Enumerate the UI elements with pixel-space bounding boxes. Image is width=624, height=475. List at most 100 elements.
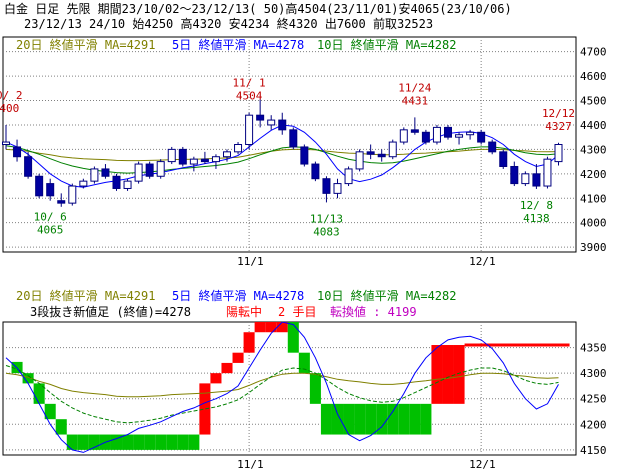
y-tick-label: 4700 (580, 46, 607, 59)
candle-body (68, 185, 77, 204)
threeline-brick (22, 373, 34, 384)
y-tick-label-b: 4300 (580, 367, 607, 380)
ma20-line-top (5, 148, 559, 162)
threeline-brick (122, 434, 134, 450)
legend-ma20: 20日 終値平滑 MA=4291 (16, 37, 155, 52)
y-tick-label: 4100 (580, 192, 607, 205)
high-value-label: 4327 (545, 120, 572, 133)
candle-body (123, 180, 132, 189)
low-value-label: 4065 (37, 224, 64, 237)
y-tick-label: 4400 (580, 119, 607, 132)
high-date-label: 11/24 (398, 81, 431, 94)
threeline-brick (365, 403, 377, 435)
x-tick-label-b: 11/1 (237, 458, 264, 471)
y-tick-label-b: 4150 (580, 444, 607, 457)
low-date-label: 10/ 6 (34, 211, 67, 224)
candle-body (432, 126, 441, 143)
high-value-label: 4504 (236, 90, 263, 103)
threeline-brick (177, 434, 189, 450)
threeline-brick (221, 362, 233, 374)
threeline-brick (431, 345, 443, 404)
candle-body (455, 134, 464, 138)
candle-body (267, 119, 276, 126)
threeline-brick (354, 403, 366, 435)
candle-body (466, 131, 475, 136)
threeline-brick (133, 434, 145, 450)
high-date-label: 10/ 2 (0, 89, 23, 102)
legend-ma20-b: 20日 終値平滑 MA=4291 (16, 288, 155, 303)
candle-body (366, 151, 375, 155)
candle-body (189, 158, 198, 165)
candle-body (234, 144, 243, 153)
candle-body (322, 178, 331, 194)
low-date-label: 12/ 8 (520, 199, 553, 212)
candle-body (112, 175, 121, 189)
threeline-brick (243, 332, 255, 353)
x-tick-label-b: 12/1 (469, 458, 496, 471)
candle-body (532, 173, 541, 187)
threeline-brick (343, 403, 355, 435)
candle-body (510, 165, 519, 185)
high-date-label: 11/ 1 (233, 77, 266, 90)
threeline-brick (232, 352, 244, 363)
candle-body (223, 151, 231, 158)
threeline-brick (55, 419, 67, 435)
threeline-brick (254, 322, 266, 333)
candle-body (245, 114, 254, 145)
y-tick-label: 3900 (580, 241, 607, 254)
legend-threeline: 3段抜き新値足 (終値)=4278 (30, 304, 191, 319)
candle-body (35, 175, 44, 197)
threeline-brick (409, 403, 421, 435)
candle-body (333, 183, 342, 194)
high-value-label: 4431 (402, 94, 429, 107)
candle-body (24, 156, 33, 177)
candle-body (410, 129, 419, 133)
candle-body (178, 148, 187, 165)
candle-body (311, 163, 320, 180)
legend-ma10: 10日 終値平滑 MA=4282 (317, 37, 456, 52)
candle-body (488, 141, 497, 153)
threeline-brick (210, 373, 222, 384)
candle-body (399, 129, 408, 143)
threeline-brick (453, 345, 465, 404)
candle-body (278, 119, 287, 131)
threeline-brick (66, 434, 78, 450)
threeline-brick (398, 403, 410, 435)
candle-body (90, 168, 99, 182)
header-line-1: 白金 日足 先限 期間23/10/02～23/12/13( 50)高4504(2… (4, 2, 512, 16)
candle-body (300, 146, 309, 165)
y-tick-label: 4000 (580, 217, 607, 230)
candle-body (167, 148, 176, 163)
threeline-brick (331, 403, 344, 435)
candle-body (211, 156, 220, 163)
threeline-brick (188, 434, 200, 450)
candlestick-panel: 3900 4000 4100 4200 4300 4400 4500 4600 4700 11/1… (0, 36, 607, 268)
threeline-brick (77, 434, 89, 450)
candle-body (289, 129, 298, 148)
candles (2, 99, 563, 207)
low-value-label: 4083 (313, 225, 340, 238)
legend-turn-price: 転換値 : 4199 (330, 304, 417, 319)
candle-body (256, 114, 265, 121)
threeline-brick (144, 434, 156, 450)
candle-body (344, 168, 353, 185)
candle-body (13, 146, 22, 158)
threeline-brick (298, 352, 310, 374)
high-date-label: 12/12 (542, 107, 575, 120)
threeline-brick (309, 373, 321, 404)
header-line-2: 23/12/13 24/10 始4250 高4320 安4234 終4320 出… (24, 17, 434, 31)
candle-body (444, 126, 452, 138)
x-tick-label: 12/1 (469, 255, 496, 268)
y-tick-label: 4300 (580, 143, 607, 156)
y-tick-label: 4600 (580, 70, 607, 83)
three-line-break-panel: 4150 4200 4250 4300 4350 11/1 12/1 (2, 321, 607, 471)
threeline-brick (155, 434, 167, 450)
threeline-brick (442, 345, 454, 404)
y-tick-label: 4200 (580, 168, 607, 181)
candle-body (477, 131, 486, 143)
threeline-plot (5, 322, 570, 453)
legend-ma5-b: 5日 終値平滑 MA=4278 (172, 288, 304, 303)
ma20-line (5, 372, 559, 398)
legend-turn-status: 陽転中 (226, 304, 262, 319)
